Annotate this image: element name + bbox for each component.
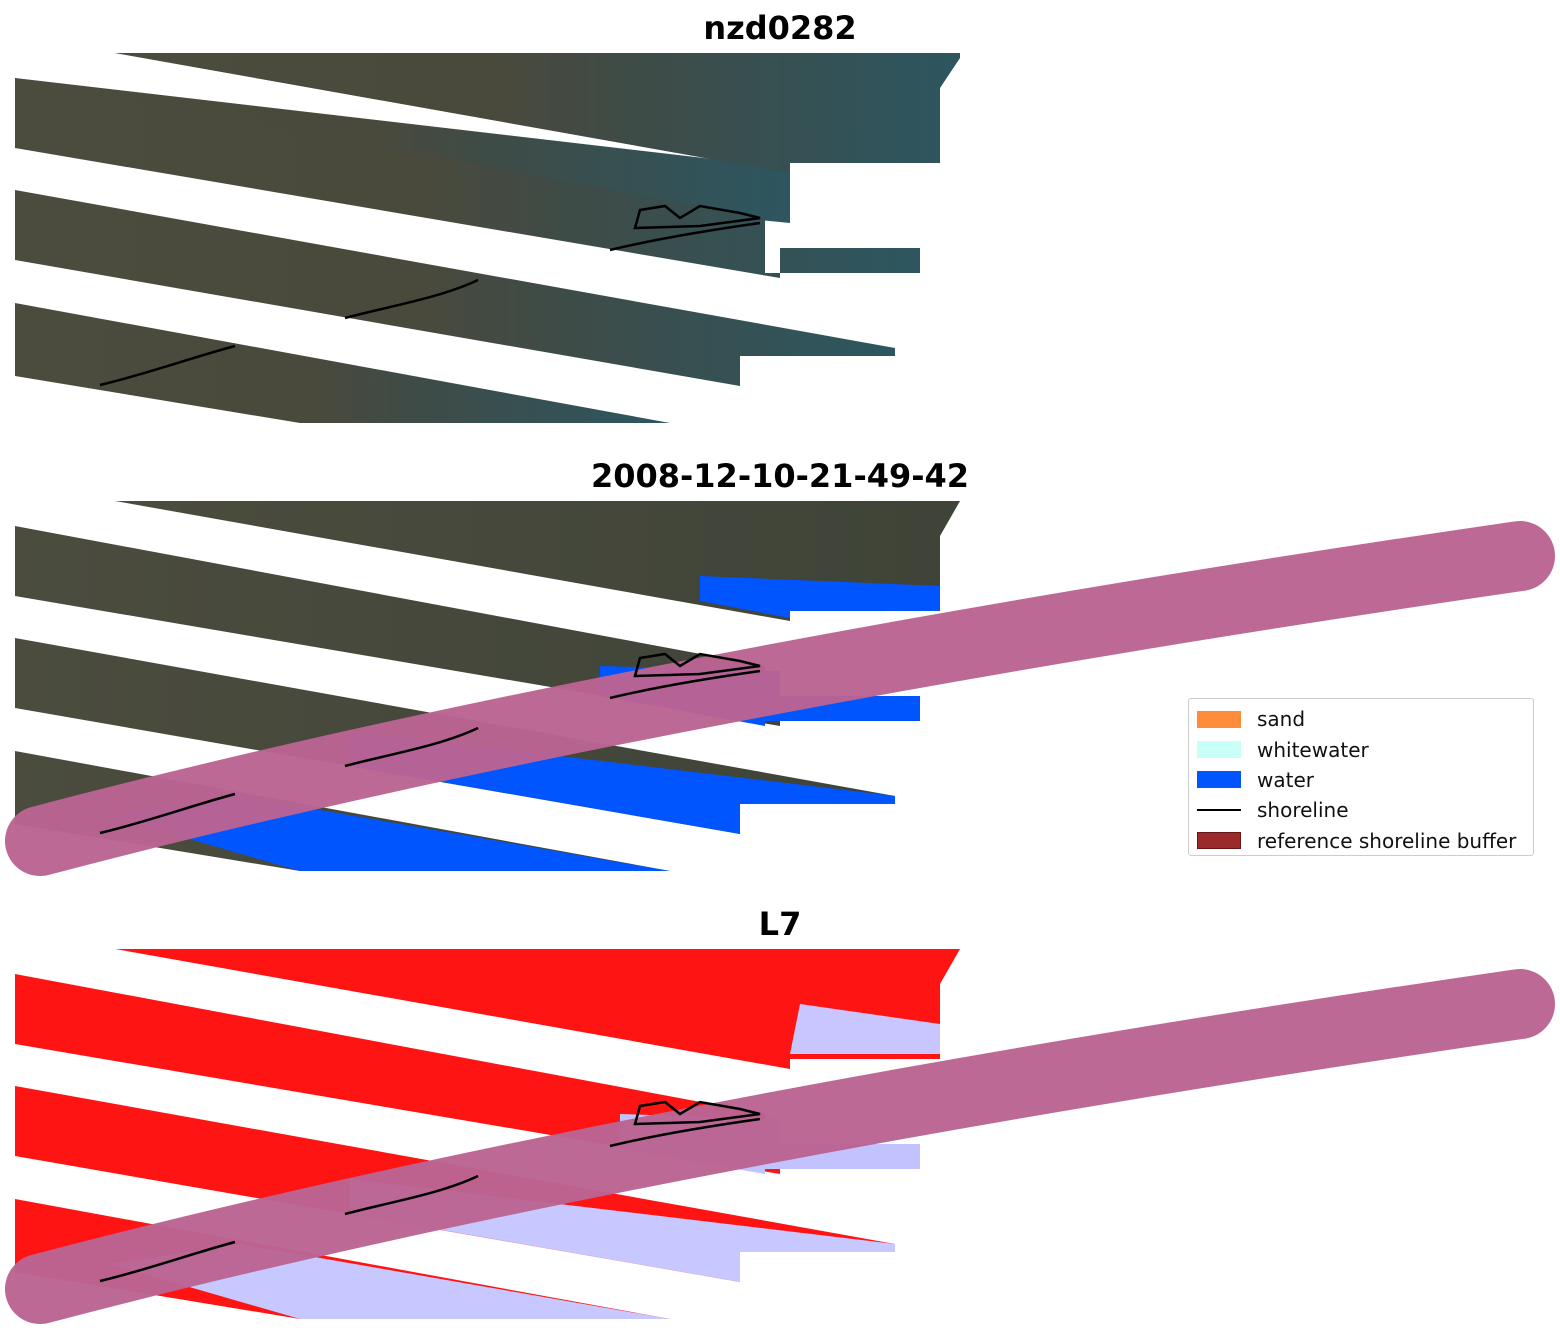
legend-item-sand: sand [1197,704,1525,734]
image-bands [15,53,960,423]
reference-buffer [5,969,1555,1324]
rgb-image-panel [15,53,960,423]
water-swatch [1197,771,1241,789]
legend-label: shoreline [1257,798,1349,823]
panel-title-image: nzd0282 [703,9,857,47]
legend-label: whitewater [1257,737,1369,762]
legend-item-water: water [1197,765,1525,795]
buffer-swatch [1197,832,1241,850]
legend-label: sand [1257,707,1306,732]
reference-buffer [5,521,1555,876]
panel-title-satellite: L7 [758,905,802,943]
legend-label: water [1257,767,1314,792]
legend-item-buffer: reference shoreline buffer [1197,826,1525,856]
whitewater-swatch [1197,741,1241,759]
legend: sand whitewater water shoreline referenc… [1188,698,1534,856]
classified-image-panel [5,501,1555,876]
sand-swatch [1197,710,1241,728]
index-image-panel [5,949,1555,1324]
legend-item-whitewater: whitewater [1197,734,1525,764]
panel-title-date: 2008-12-10-21-49-42 [590,457,970,495]
shoreline-lines [99,1100,761,1283]
shoreline-swatch [1197,809,1241,812]
legend-label: reference shoreline buffer [1257,828,1517,853]
shoreline-lines [99,652,761,835]
shoreline-lines [99,204,761,387]
legend-item-shoreline: shoreline [1197,795,1525,825]
